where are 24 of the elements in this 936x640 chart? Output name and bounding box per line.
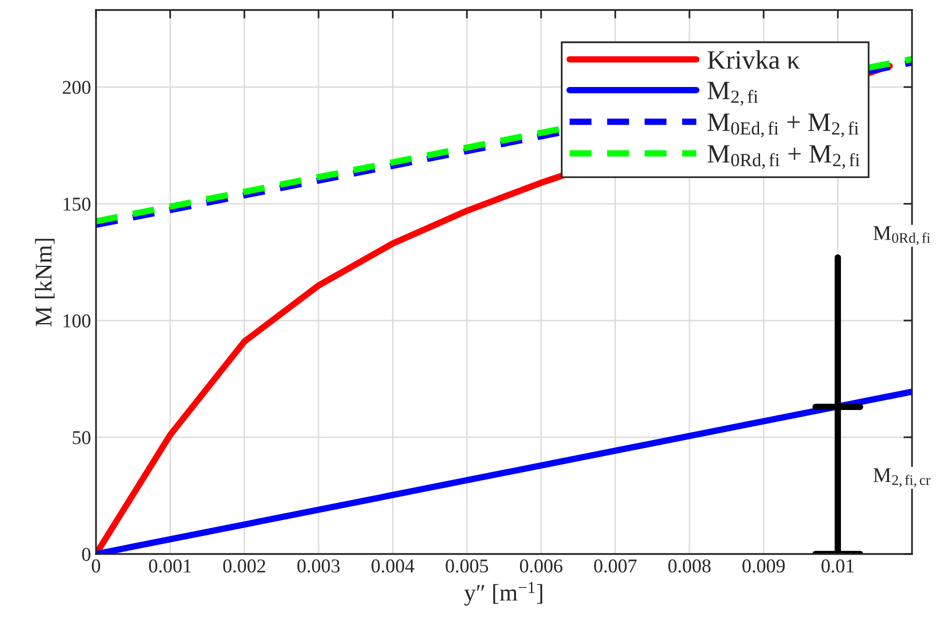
y-tick-label: 200 xyxy=(62,80,90,94)
x-tick-label: 0 xyxy=(92,559,100,573)
annotation: M$_{0Rd,fi}$ xyxy=(873,226,930,246)
x-tick-label: 0.003 xyxy=(297,559,340,573)
legend-label: Krivka κ xyxy=(708,50,800,69)
x-tick-label: 0.001 xyxy=(149,559,191,573)
legend-label: M$_{0Ed,fi}$ + M$_{2,fi}$ xyxy=(708,114,859,138)
annotation: M$_{2,fi,cr}$ xyxy=(873,468,930,488)
x-tick-label: 0.002 xyxy=(223,559,266,573)
legend-label: M$_{2,fi}$ xyxy=(708,82,758,106)
legend-label: M$_{0Rd,fi}$ + M$_{2,fi}$ xyxy=(708,145,860,169)
x-tick-label: 0.01 xyxy=(822,559,854,573)
x-tick-label: 0.009 xyxy=(742,559,785,573)
y-tick-label: 0 xyxy=(82,548,90,561)
y-tick-label: 50 xyxy=(72,431,90,444)
y-axis-title: M [kNm] xyxy=(35,238,55,326)
x-tick-label: 0.004 xyxy=(372,559,414,573)
y-tick-label: 150 xyxy=(64,198,90,211)
x-tick-label: 0.007 xyxy=(594,559,637,573)
x-tick-label: 0.005 xyxy=(446,559,488,573)
x-tick-label: 0.008 xyxy=(668,559,711,573)
x-axis-title: y″ [m$^{−1}$] xyxy=(464,582,542,606)
x-tick-label: 0.006 xyxy=(520,559,562,573)
y-tick-label: 100 xyxy=(64,314,90,328)
